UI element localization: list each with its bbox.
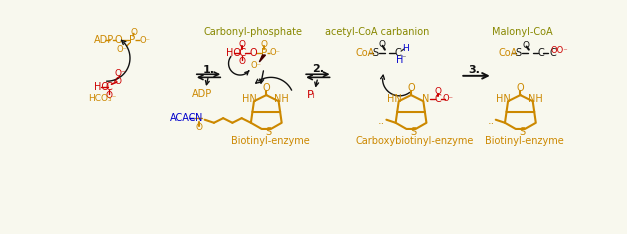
Text: ADP: ADP <box>94 35 114 45</box>
Text: O: O <box>195 123 202 132</box>
Polygon shape <box>260 55 265 62</box>
Text: Carbonyl-phosphate: Carbonyl-phosphate <box>204 27 303 37</box>
Text: O: O <box>115 35 122 45</box>
Text: S: S <box>516 48 522 58</box>
Text: ..: .. <box>488 116 495 126</box>
Text: S: S <box>372 48 379 58</box>
Text: O: O <box>250 48 257 58</box>
Text: O: O <box>378 40 385 49</box>
Text: acetyl-CoA carbanion: acetyl-CoA carbanion <box>325 27 429 37</box>
Text: O⁻: O⁻ <box>269 48 280 57</box>
Text: C: C <box>394 48 401 58</box>
Text: O: O <box>263 83 270 93</box>
Text: 2.: 2. <box>312 64 324 74</box>
Text: O: O <box>130 28 137 37</box>
Text: P: P <box>261 48 267 58</box>
Text: O⁻: O⁻ <box>443 95 453 103</box>
Text: C: C <box>549 48 556 58</box>
Text: S: S <box>265 127 271 137</box>
Text: 1.: 1. <box>203 65 214 75</box>
Text: O: O <box>517 83 524 93</box>
Text: C: C <box>106 82 113 91</box>
Text: Biotinyl-enzyme: Biotinyl-enzyme <box>231 136 310 146</box>
Text: ADP: ADP <box>191 89 212 99</box>
Text: H: H <box>396 55 403 66</box>
Text: O⁻: O⁻ <box>117 45 128 54</box>
Text: O⁻: O⁻ <box>139 36 150 45</box>
Text: S: S <box>410 127 416 137</box>
Text: Pᵢ: Pᵢ <box>307 90 315 100</box>
Text: CoA: CoA <box>499 48 518 58</box>
Text: O: O <box>115 77 122 86</box>
Text: HN: HN <box>242 94 256 104</box>
Text: O⁻: O⁻ <box>251 61 262 70</box>
Text: S: S <box>520 127 526 137</box>
Text: 3.: 3. <box>468 65 480 75</box>
Text: HCO₃⁻: HCO₃⁻ <box>88 94 116 103</box>
Text: N: N <box>422 94 429 104</box>
Text: O: O <box>407 83 415 93</box>
Text: ACAC: ACAC <box>170 113 196 123</box>
Text: HO: HO <box>94 82 109 91</box>
Text: C: C <box>435 94 441 104</box>
Text: O: O <box>522 40 529 50</box>
Text: Carboxybiotinyl-enzyme: Carboxybiotinyl-enzyme <box>356 136 474 146</box>
Text: ..: .. <box>378 116 386 126</box>
Text: H: H <box>403 44 409 53</box>
Text: O: O <box>106 91 113 100</box>
Text: O: O <box>435 88 441 96</box>
Text: NH: NH <box>529 94 543 104</box>
Text: O: O <box>260 40 268 49</box>
Text: O⁻: O⁻ <box>114 69 126 78</box>
Text: Malonyl-CoA: Malonyl-CoA <box>492 27 552 37</box>
Text: CoA: CoA <box>356 48 375 58</box>
Text: O: O <box>239 40 246 49</box>
Text: NH: NH <box>274 94 289 104</box>
Text: Biotinyl-enzyme: Biotinyl-enzyme <box>485 136 564 146</box>
Text: C: C <box>537 48 544 58</box>
Text: HO: HO <box>226 48 241 58</box>
Text: HN: HN <box>496 94 511 104</box>
Text: C: C <box>239 48 246 58</box>
Text: OO⁻: OO⁻ <box>550 46 567 55</box>
Text: P: P <box>129 35 135 45</box>
Text: O: O <box>239 57 246 66</box>
Text: N: N <box>195 113 203 123</box>
Text: HN: HN <box>387 94 401 104</box>
Text: ⁻: ⁻ <box>402 53 406 62</box>
